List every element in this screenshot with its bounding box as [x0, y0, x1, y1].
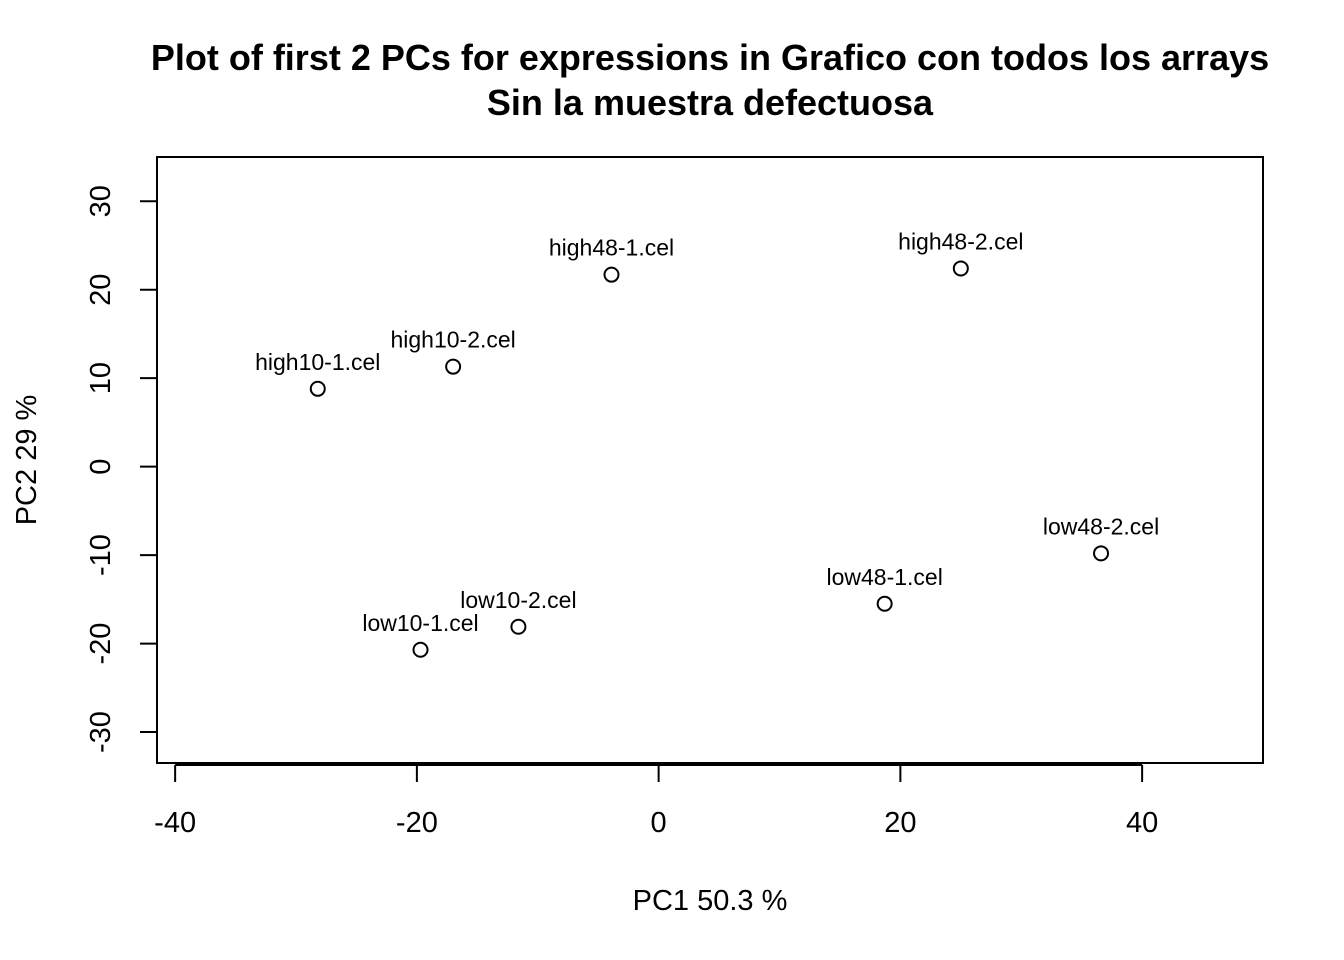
data-point	[510, 618, 527, 635]
data-point-label: high10-1.cel	[255, 349, 380, 375]
y-tick-label: 20	[85, 274, 117, 306]
y-tick-label: 10	[85, 362, 117, 394]
data-point-label: low48-1.cel	[826, 564, 942, 590]
y-axis-label: PC2 29 %	[11, 395, 43, 526]
data-point-label: high48-2.cel	[898, 228, 1023, 254]
y-tick-label: -20	[85, 623, 117, 665]
y-tick-label: 0	[85, 459, 117, 475]
x-axis: -40 -20 0 20 40	[154, 764, 1158, 839]
data-point-label: high48-1.cel	[549, 235, 674, 261]
data-point-label: low48-2.cel	[1043, 513, 1159, 539]
y-tick-label: -10	[85, 534, 117, 576]
chart-title: Plot of first 2 PCs for expressions in G…	[151, 37, 1269, 78]
data-point-label: low10-2.cel	[460, 587, 576, 613]
y-tick-label: 30	[85, 185, 117, 217]
x-axis-label: PC1 50.3 %	[633, 885, 788, 917]
x-tick-label: 20	[884, 807, 916, 839]
data-point	[603, 266, 620, 283]
y-tick-label: -30	[85, 711, 117, 753]
data-point	[1093, 545, 1110, 562]
data-point	[876, 595, 893, 612]
x-tick-label: 40	[1126, 807, 1158, 839]
data-point	[309, 380, 326, 397]
x-tick-label: -20	[396, 807, 438, 839]
data-point-label: low10-1.cel	[362, 610, 478, 636]
data-point-label: high10-2.cel	[390, 327, 515, 353]
plot-frame	[156, 156, 1264, 764]
data-point	[445, 358, 462, 375]
x-tick-label: -40	[154, 807, 196, 839]
data-point	[952, 260, 969, 277]
y-axis: -30 -20 -10 0 10 20 30	[85, 185, 158, 753]
chart-subtitle: Sin la muestra defectuosa	[487, 82, 934, 123]
data-point	[412, 641, 429, 658]
x-tick-label: 0	[651, 807, 667, 839]
points-layer: high10-1.cel high10-2.cel high48-1.cel high…	[255, 228, 1159, 658]
